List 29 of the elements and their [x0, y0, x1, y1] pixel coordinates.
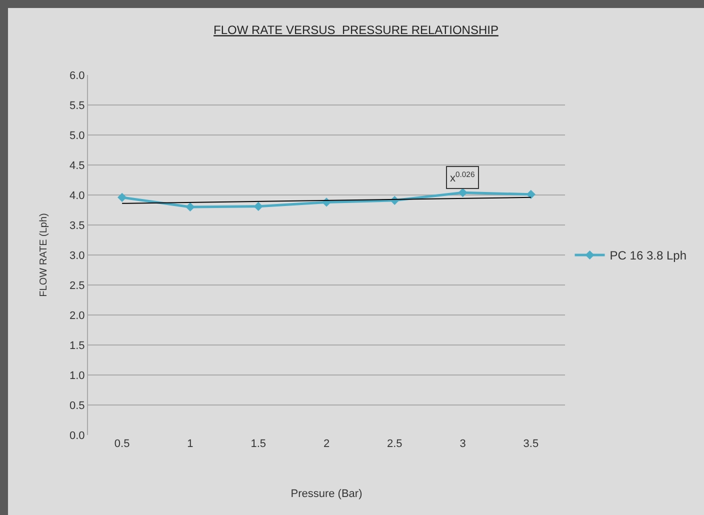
x-tick-label: 2.5 — [386, 438, 402, 450]
y-tick-label: 4.5 — [70, 160, 85, 172]
y-tick-label: 3.5 — [70, 220, 85, 232]
x-tick-label: 3.5 — [523, 438, 539, 450]
y-tick-label: 2.5 — [70, 280, 85, 292]
y-tick-label: 0.0 — [70, 430, 85, 442]
chart-title: FLOW RATE VERSUS PRESSURE RELATIONSHIP — [214, 23, 498, 38]
y-tick-label: 0.5 — [70, 400, 85, 412]
x-axis-title: Pressure (Bar) — [290, 488, 362, 500]
y-tick-label: 2.0 — [70, 310, 85, 322]
y-tick-label: 5.5 — [70, 100, 85, 112]
y-axis-title: FLOW RATE (Lph) — [38, 213, 50, 297]
y-tick-label: 1.5 — [70, 340, 85, 352]
x-tick-label: 2 — [323, 438, 330, 450]
x-tick-label: 0.5 — [114, 438, 130, 450]
legend-label: PC 16 3.8 Lph — [610, 248, 687, 263]
x-tick-label: 1.5 — [250, 438, 266, 450]
point — [118, 192, 127, 202]
y-tick-label: 4.0 — [70, 190, 85, 202]
annotation: x$^{0.026}$ — [450, 170, 475, 185]
y-tick-label: 6.0 — [70, 70, 85, 82]
y-tick-label: 3.0 — [70, 250, 85, 262]
x-tick-label: 1 — [187, 438, 194, 450]
point — [254, 202, 263, 211]
x-tick-label: 3 — [460, 438, 466, 450]
y-tick-label: 5.0 — [70, 130, 85, 142]
point — [458, 188, 468, 198]
y-tick-label: 1.0 — [70, 370, 85, 382]
point — [186, 202, 195, 212]
